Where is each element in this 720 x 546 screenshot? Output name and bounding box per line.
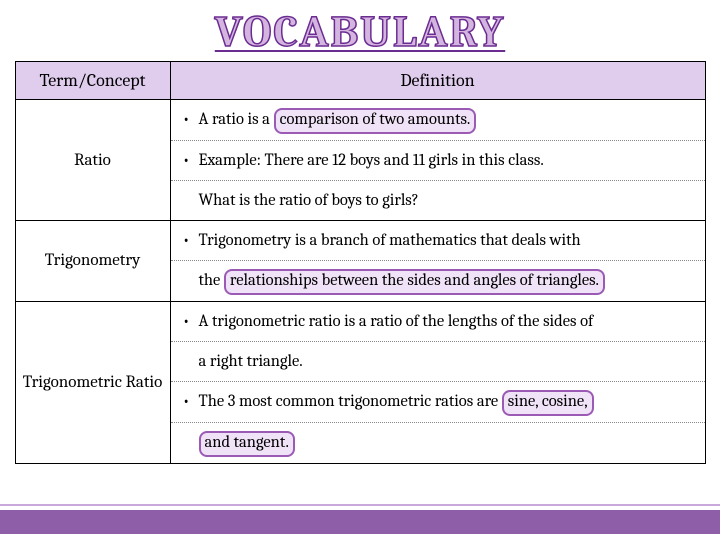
header-term: Term/Concept xyxy=(15,62,170,100)
vocab-body: RatioA ratio is a comparison of two amou… xyxy=(15,100,705,464)
definition-line: A ratio is a comparison of two amounts. xyxy=(171,100,705,141)
page-title: VOCABULARY xyxy=(0,6,720,57)
definition-line: The 3 most common trigonometric ratios a… xyxy=(171,382,705,423)
definition-cell: Trigonometry is a branch of mathematics … xyxy=(170,221,705,302)
definition-line: a right triangle. xyxy=(171,342,705,382)
highlight-phrase: sine, cosine, xyxy=(502,390,594,416)
definition-line: Trigonometry is a branch of mathematics … xyxy=(171,221,705,261)
header-definition: Definition xyxy=(170,62,705,100)
definition-line: and tangent. xyxy=(171,423,705,463)
term-cell: Trigonometry xyxy=(15,221,170,302)
table-row: RatioA ratio is a comparison of two amou… xyxy=(15,100,705,221)
definition-cell: A trigonometric ratio is a ratio of the … xyxy=(170,301,705,463)
term-cell: Trigonometric Ratio xyxy=(15,301,170,463)
definition-line: What is the ratio of boys to girls? xyxy=(171,181,705,220)
table-row: Trigonometric RatioA trigonometric ratio… xyxy=(15,301,705,463)
definition-line: A trigonometric ratio is a ratio of the … xyxy=(171,302,705,342)
highlight-phrase: comparison of two amounts. xyxy=(274,108,477,134)
highlight-phrase: and tangent. xyxy=(199,431,295,457)
definition-line: Example: There are 12 boys and 11 girls … xyxy=(171,141,705,181)
definition-cell: A ratio is a comparison of two amounts.E… xyxy=(170,100,705,221)
vocabulary-table: Term/Concept Definition RatioA ratio is … xyxy=(15,61,706,464)
term-cell: Ratio xyxy=(15,100,170,221)
footer-bar xyxy=(0,510,720,534)
highlight-phrase: relationships between the sides and angl… xyxy=(224,269,605,295)
table-row: TrigonometryTrigonometry is a branch of … xyxy=(15,221,705,302)
footer-accent-line xyxy=(0,504,720,506)
definition-line: the relationships between the sides and … xyxy=(171,261,705,301)
